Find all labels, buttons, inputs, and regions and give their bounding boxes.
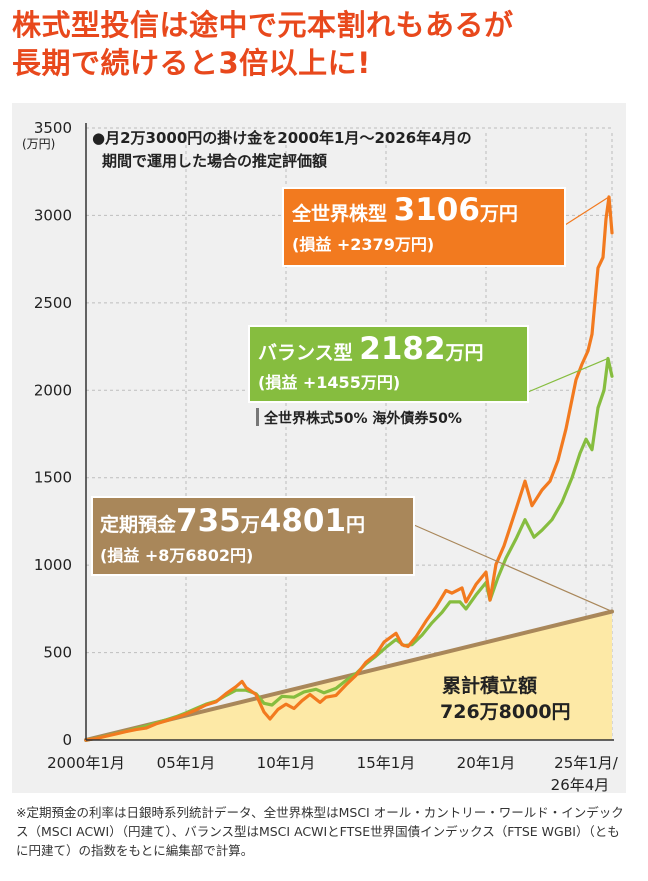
x-tick-label-end: 26年4月 <box>551 776 610 794</box>
x-tick-label: 05年1月 <box>157 754 216 772</box>
footnote: ※定期預金の利率は日銀時系列統計データ、全世界株型はMSCI オール・カントリー… <box>16 805 624 858</box>
headline-line-2: 長期で続けると3倍以上に! <box>12 46 371 80</box>
x-tick-label: 10年1月 <box>257 754 316 772</box>
callout-balanced-sub: (損益 +1455万円) <box>258 373 400 392</box>
callout-global-equity: 全世界株型 3106万円(損益 +2379万円) <box>282 187 610 267</box>
y-tick-label: 2500 <box>34 294 72 312</box>
y-tick-label: 1500 <box>34 469 72 487</box>
callout-balanced: バランス型 2182万円(損益 +1455万円)全世界株式50% 海外債券50% <box>248 325 609 427</box>
x-tick-label: 2000年1月 <box>47 754 125 772</box>
callout-time-deposit-sub: (損益 +8万6802円) <box>100 546 253 565</box>
y-tick-label: 3500 <box>34 119 72 137</box>
callout-global-equity-leader <box>564 196 610 226</box>
cumulative-label-line-2: 726万8000円 <box>440 701 571 723</box>
callout-balanced-box <box>248 325 529 403</box>
y-tick-label: 1000 <box>34 556 72 574</box>
chart-title-line-2: 期間で運用した場合の推定評価額 <box>102 152 327 170</box>
headline-line-1: 株式型投信は途中で元本割れもあるが <box>12 8 514 42</box>
callout-global-equity-sub: (損益 +2379万円) <box>292 235 434 254</box>
callout-global-equity-box <box>282 187 566 267</box>
callout-balanced-note-bar <box>256 408 259 426</box>
line-chart: 0 500 1000 1500 2000 2500 3000 3500 2000年1月 05年1月… <box>22 119 619 794</box>
y-tick-label: 0 <box>62 731 72 749</box>
callout-time-deposit: 定期預金735万4801円(損益 +8万6802円) <box>91 496 613 613</box>
y-tick-label: 500 <box>43 644 72 662</box>
callout-balanced-note: 全世界株式50% 海外債券50% <box>263 410 462 427</box>
series-line-global-equity <box>84 195 614 742</box>
callout-time-deposit-box <box>91 496 415 576</box>
chart-title-line-1: ●月2万3000円の掛け金を2000年1月〜2026年4月の <box>92 129 472 147</box>
y-unit-label: (万円) <box>22 137 55 151</box>
cumulative-label-line-1: 累計積立額 <box>442 674 537 697</box>
x-tick-label: 25年1月/ <box>554 754 619 772</box>
y-tick-label: 3000 <box>34 206 72 224</box>
callout-balanced-leader <box>527 357 609 393</box>
x-tick-label: 15年1月 <box>357 754 416 772</box>
callout-time-deposit-leader <box>413 524 613 613</box>
x-tick-label: 20年1月 <box>457 754 516 772</box>
headline: 株式型投信は途中で元本割れもあるが 長期で続けると3倍以上に! <box>12 6 642 82</box>
y-tick-label: 2000 <box>34 381 72 399</box>
